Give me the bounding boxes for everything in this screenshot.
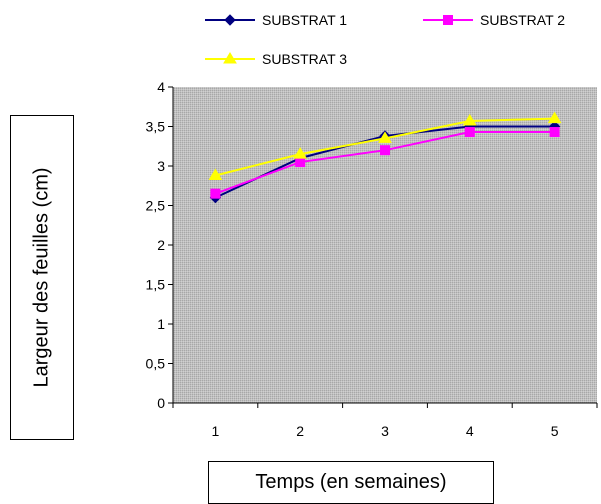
y-tick-label: 4	[157, 79, 165, 95]
y-tick-label: 3	[157, 158, 165, 174]
legend: SUBSTRAT 1 SUBSTRAT 2 SUBSTRAT 3	[205, 12, 565, 67]
x-tick-label: 4	[466, 423, 474, 439]
data-point	[462, 113, 477, 126]
data-point	[547, 111, 562, 124]
legend-label: SUBSTRAT 3	[262, 51, 347, 67]
y-tick-label: 3,5	[146, 119, 166, 135]
legend-item: SUBSTRAT 1	[205, 12, 347, 28]
x-tick-label: 2	[296, 423, 304, 439]
legend-item: SUBSTRAT 2	[423, 12, 565, 28]
x-tick-label: 3	[381, 423, 389, 439]
series-2	[210, 127, 560, 199]
y-tick-label: 1,5	[146, 277, 166, 293]
data-point	[380, 145, 390, 156]
legend-label: SUBSTRAT 1	[262, 12, 347, 28]
y-tick-label: 2,5	[146, 198, 166, 214]
legend-label: SUBSTRAT 2	[480, 12, 565, 28]
data-point	[549, 127, 560, 138]
y-tick-label: 0	[157, 395, 165, 411]
y-axis-label-box: Largeur des feuilles (cm)	[10, 115, 74, 440]
data-point	[224, 14, 236, 26]
x-axis-label-box: Temps (en semaines)	[208, 461, 494, 504]
legend-item: SUBSTRAT 3	[205, 51, 347, 67]
y-axis-label: Largeur des feuilles (cm)	[30, 167, 53, 388]
data-point	[293, 147, 308, 159]
data-point	[443, 15, 453, 25]
data-point	[208, 168, 223, 180]
series-lines	[208, 111, 562, 204]
data-point	[464, 127, 475, 138]
y-tick-label: 1	[157, 316, 165, 332]
x-tick-label: 1	[212, 423, 220, 439]
data-point	[223, 52, 237, 64]
x-axis-label: Temps (en semaines)	[255, 471, 447, 493]
data-point	[378, 131, 392, 143]
y-tick-label: 2	[157, 237, 165, 253]
x-tick-label: 5	[551, 423, 559, 439]
data-point	[295, 157, 306, 168]
axes: 0 0,5 1 1,5 2 2,5 3 3,5 4 1 2 3 4 5	[146, 79, 598, 439]
y-tick-label: 0,5	[146, 356, 166, 372]
series-3	[208, 111, 562, 180]
data-point	[210, 188, 221, 199]
